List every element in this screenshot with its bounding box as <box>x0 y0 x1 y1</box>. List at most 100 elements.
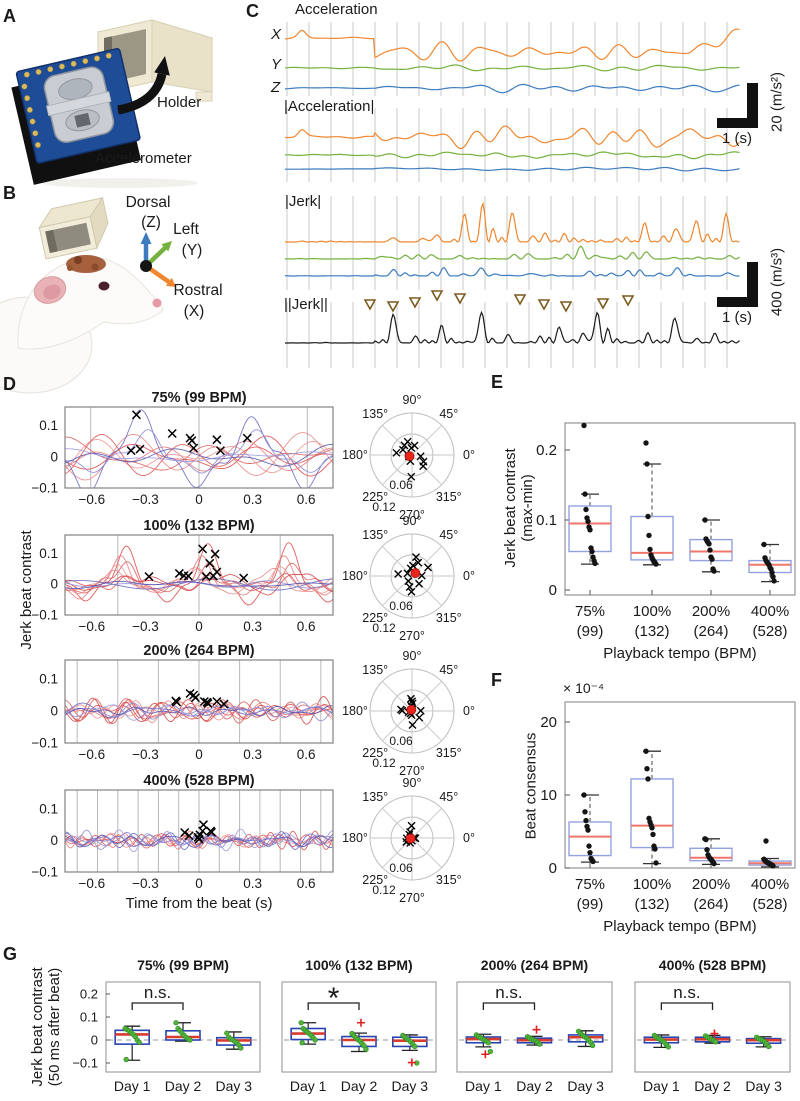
polar-angle-label: 135° <box>362 407 388 421</box>
polar-angle-label: 315° <box>436 490 462 504</box>
e-y-axis-label-line1: Jerk beat contrast <box>502 448 520 568</box>
day-tick-label: Day 1 <box>643 1078 680 1094</box>
box-75% <box>568 792 612 865</box>
d-x-axis-label: Time from the beat (s) <box>126 895 273 912</box>
time-scale-label-bottom: 1 (s) <box>722 309 752 326</box>
box-day-1 <box>114 1025 150 1063</box>
dorsal-label: Dorsal <box>125 194 171 211</box>
polar-angle-label: 225° <box>362 490 388 504</box>
abs-acceleration-label: |Acceleration| <box>284 98 375 115</box>
x-tick-label: (132) <box>634 896 669 913</box>
x-tick-label: 0.6 <box>297 619 316 634</box>
day-tick-label: Day 2 <box>341 1078 378 1094</box>
jerk-beat-contrast-plots: 75% (99 BPM)0.10−0.1−0.6 −0.3 0 0.3 0.6100% … <box>18 390 475 912</box>
plot-area: 0 0.1 0.2 75% (99) 100% (132) 200% (264) 400% (528… <box>536 422 796 662</box>
panel-e-label: E <box>491 372 504 392</box>
box-day-2 <box>341 1018 377 1053</box>
x-tick-label: −0.3 <box>132 747 159 762</box>
holder-label: Holder <box>157 94 202 111</box>
polar-angle-label: 225° <box>362 746 388 760</box>
norm-jerk-label: ||Jerk|| <box>284 296 328 313</box>
x-tick-label: −0.3 <box>132 492 159 507</box>
g-subplot-3: 200% (264 BPM) Day 1 Day 2 Day 3 n.s. <box>456 957 613 1094</box>
y-tick-label: −0.1 <box>31 736 58 751</box>
x-tick-label: −0.3 <box>132 619 159 634</box>
polar-angle-label: 270° <box>399 891 425 905</box>
g-y-axis-label-line2: (50 ms after beat) <box>46 967 63 1087</box>
polar-angle-label: 180° <box>342 569 368 583</box>
x-tick-label: 0 <box>195 619 203 634</box>
day-tick-label: Day 3 <box>392 1078 429 1094</box>
rat-head-photo <box>0 196 176 394</box>
trace-acc-y <box>284 64 740 72</box>
x-tick-label: −0.3 <box>132 876 159 891</box>
significance-label: n.s. <box>673 983 700 1002</box>
x-tick-label: (264) <box>693 623 728 640</box>
y-tick-label: 10 <box>540 787 557 804</box>
x-tick-label: 0.6 <box>297 747 316 762</box>
box-day-1 <box>643 1032 680 1050</box>
polar-angle-label: 135° <box>362 790 388 804</box>
x-tick-label: 0.6 <box>297 492 316 507</box>
f-y-axis-label: Beat consensus <box>522 732 541 840</box>
box-day-1 <box>290 1020 326 1046</box>
polar-angle-label: 90° <box>403 514 422 528</box>
scale-bars <box>717 83 758 307</box>
box-day-3 <box>567 1028 604 1049</box>
box-100% <box>630 440 674 567</box>
polar-ring-label: 0.06 <box>389 599 413 613</box>
polar-angle-label: 90° <box>403 393 422 407</box>
polar-angle-label: 45° <box>439 407 458 421</box>
acceleration-scale-label: 20 (m/s²) <box>768 72 786 132</box>
d-polar-3: 0° 45° 90° 135° 180° 225° 270° 315° 0.06 0.12 <box>342 649 475 778</box>
g-y-axis-label: Jerk beat contrast (50 ms after beat) <box>29 967 64 1087</box>
x-tick-label: (132) <box>634 623 669 640</box>
polar-ring-label: 0.12 <box>372 621 396 635</box>
jerk-scale-label: 400 (m/s³) <box>768 247 786 317</box>
day-tick-label: Day 1 <box>465 1078 502 1094</box>
polar-angle-label: 45° <box>439 528 458 542</box>
f-y-axis-label-text: Beat consensus <box>522 732 540 840</box>
box-day-3 <box>392 1032 428 1067</box>
acceleration-jerk-traces <box>284 22 758 368</box>
y-tick-label: 20 <box>540 714 557 731</box>
x-tick-label: 400% <box>751 603 789 620</box>
polar-angle-label: 0° <box>463 831 475 845</box>
panel-f-label: F <box>491 670 502 690</box>
x-tick-label: (99) <box>577 896 604 913</box>
day-tick-label: Day 1 <box>114 1078 151 1094</box>
coordinate-axes <box>140 232 176 287</box>
box-400% <box>748 541 792 584</box>
box-day-2 <box>165 1020 201 1043</box>
panel-g-label: G <box>3 944 18 964</box>
implant-site <box>66 255 106 273</box>
y-tick-label: 0.1 <box>80 1010 98 1025</box>
y-tick-label: 0 <box>50 577 58 592</box>
box-day-2 <box>516 1025 553 1047</box>
x-axis-label: Playback tempo (BPM) <box>603 645 756 662</box>
y-tick-label: 0 <box>50 704 58 719</box>
d-y-axis-label: Jerk beat contrast <box>18 530 35 650</box>
y-tick-label: −0.1 <box>72 1056 98 1071</box>
significance-bracket: n.s. <box>660 983 714 1010</box>
y-tick-label: 0 <box>91 1033 98 1048</box>
x-tick-label: −0.6 <box>78 619 105 634</box>
head-mounted-holder <box>38 196 109 260</box>
x-tick-label: (99) <box>577 623 604 640</box>
solder-pads <box>21 52 112 148</box>
polar-angle-label: 0° <box>463 569 475 583</box>
trace-absacc-z <box>285 166 740 172</box>
trace-jerk-z <box>284 266 740 277</box>
polar-ring-label: 0.06 <box>389 478 413 492</box>
panel-d-label: D <box>3 374 16 394</box>
x-tick-label: −0.6 <box>78 747 105 762</box>
x-tick-label: −0.6 <box>78 492 105 507</box>
significance-label: n.s. <box>144 983 171 1002</box>
polar-angle-label: 90° <box>403 776 422 790</box>
x-axis-label: (X) <box>183 303 205 320</box>
polar-angle-label: 270° <box>399 764 425 778</box>
polar-angle-label: 135° <box>362 528 388 542</box>
day-tick-label: Day 3 <box>567 1078 604 1094</box>
z-axis-label: (Z) <box>141 214 161 231</box>
